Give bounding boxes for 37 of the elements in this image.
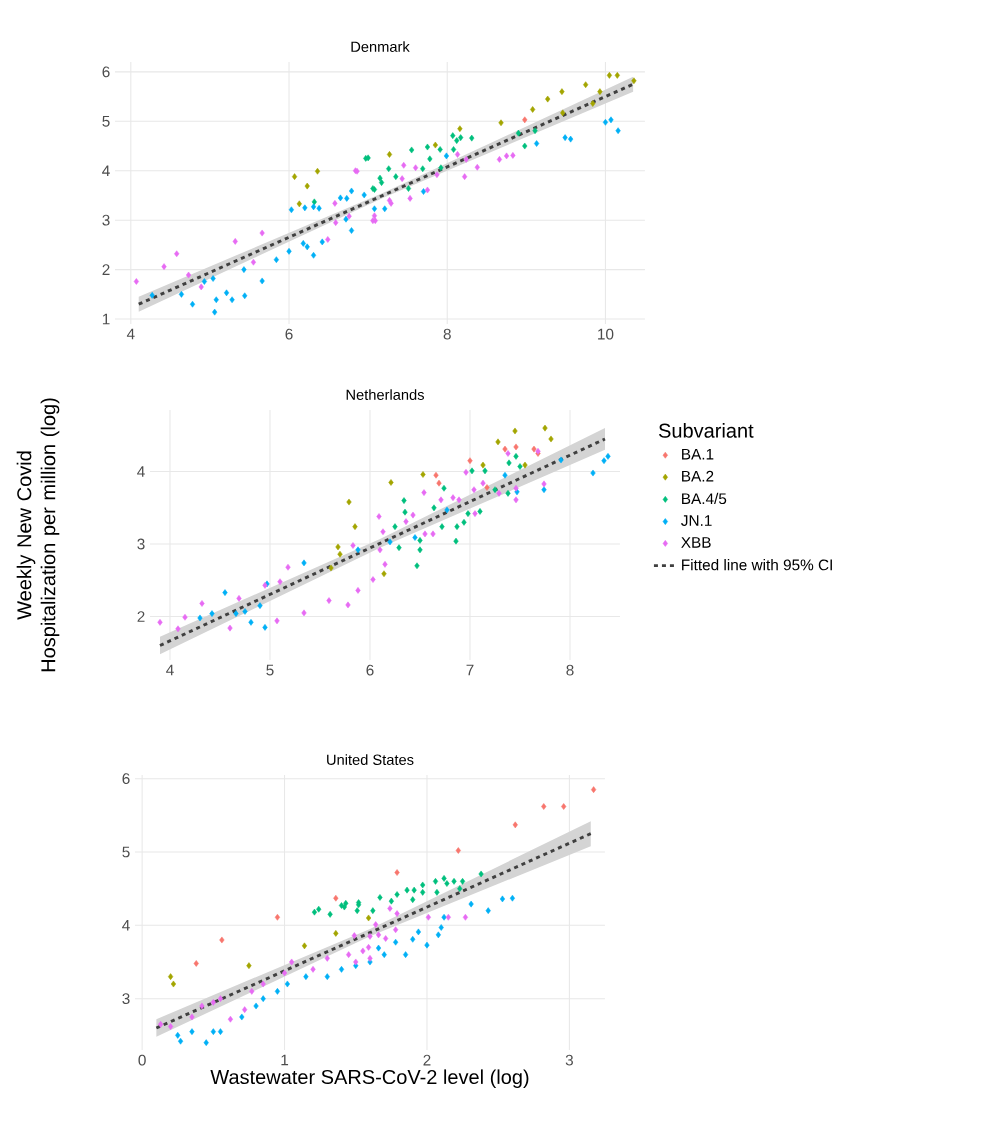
y-tick-label: 3 — [102, 214, 110, 226]
y-tick-label: 1 — [102, 313, 110, 325]
x-tick-label: 10 — [598, 328, 614, 340]
x-tick-label: 6 — [366, 664, 374, 676]
y-tick-label: 5 — [122, 846, 130, 858]
x-tick-label: 4 — [166, 664, 174, 676]
y-tick-label: 6 — [122, 773, 130, 785]
y-tick-label: 4 — [137, 466, 145, 477]
x-tick-label: 1 — [281, 1054, 289, 1066]
legend-label: BA.1 — [682, 448, 714, 460]
y-tick-label: 2 — [137, 611, 145, 622]
x-tick-label: 0 — [138, 1054, 146, 1066]
x-tick-label: 6 — [285, 328, 293, 340]
chart-title: United States — [327, 754, 414, 765]
chart-title: Denmark — [351, 41, 410, 52]
y-tick-label: 2 — [102, 264, 110, 275]
x-tick-label: 2 — [423, 1054, 431, 1066]
x-tick-label: 3 — [565, 1054, 573, 1066]
y-axis-title: Weekly New Covid Hospitalization per million (log) — [16, 398, 60, 672]
y-tick-label: 6 — [102, 66, 110, 78]
y-tick-label: 3 — [122, 993, 130, 1005]
x-tick-label: 8 — [566, 664, 574, 676]
legend-label: JN.1 — [681, 515, 712, 526]
legend-label: BA.2 — [682, 470, 714, 482]
y-tick-label: 3 — [137, 538, 145, 550]
legend-title: Subvariant — [658, 423, 754, 438]
x-tick-label: 7 — [466, 664, 474, 676]
legend-label: XBB — [681, 537, 711, 548]
chart-title: Netherlands — [346, 389, 424, 400]
y-tick-label: 5 — [102, 115, 110, 127]
x-tick-label: 5 — [266, 664, 274, 676]
x-tick-label: 8 — [443, 328, 451, 340]
legend-label: BA.4/5 — [682, 492, 727, 505]
x-axis-title: Wastewater SARS-CoV-2 level (log) — [210, 1069, 529, 1089]
y-tick-label: 4 — [122, 920, 130, 931]
legend-label: Fitted line with 95% CI — [682, 559, 832, 571]
y-tick-label: 4 — [102, 165, 110, 177]
